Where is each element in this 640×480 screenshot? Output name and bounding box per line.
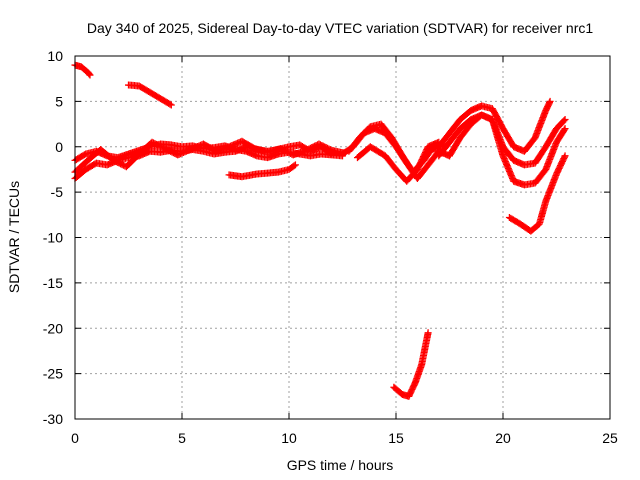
data-point <box>86 71 94 79</box>
y-tick-label: -15 <box>43 275 63 291</box>
data-point <box>560 126 568 134</box>
x-tick-label: 10 <box>281 430 297 446</box>
y-tick-label: -10 <box>43 230 63 246</box>
series-arc-13-17h-c <box>353 138 443 185</box>
data-point <box>560 117 568 125</box>
series-arc-20-23h-low <box>505 152 569 235</box>
series-arc-mid-high <box>125 81 175 109</box>
x-tick-label: 25 <box>602 430 618 446</box>
series-band-main-3 <box>71 137 349 176</box>
data-point <box>424 329 432 337</box>
x-tick-label: 5 <box>178 430 186 446</box>
x-tick-label: 0 <box>71 430 79 446</box>
data-point <box>561 116 569 124</box>
data-point <box>561 152 569 160</box>
data-point <box>560 153 568 161</box>
chart-title: Day 340 of 2025, Sidereal Day-to-day VTE… <box>87 20 593 36</box>
y-tick-label: -20 <box>43 320 63 336</box>
tick-labels: -30 -25 -20 -15 -10 -5 0 5 10 0 5 10 15 20 25 <box>43 48 618 446</box>
y-tick-label: -30 <box>43 411 63 427</box>
y-tick-label: -5 <box>51 184 64 200</box>
y-tick-label: 0 <box>55 139 63 155</box>
data-point <box>167 101 175 109</box>
data-point <box>561 125 569 133</box>
series-arc-16-23h-a <box>424 97 554 155</box>
x-tick-label: 20 <box>495 430 511 446</box>
data-point <box>546 97 554 105</box>
y-tick-label: -25 <box>43 366 63 382</box>
data-point <box>85 70 93 78</box>
y-tick-label: 10 <box>47 48 63 64</box>
series-arc-15-17h-deep <box>390 329 432 400</box>
x-axis-label: GPS time / hours <box>287 457 394 473</box>
y-axis-label: SDTVAR / TECUs <box>6 181 22 293</box>
grid <box>75 56 610 419</box>
data-point <box>290 162 298 170</box>
data-point <box>291 161 299 169</box>
series-arc-early-high <box>71 61 94 79</box>
series-arc-dip-8h <box>225 161 299 181</box>
series-arc-16-23h-c <box>446 111 569 189</box>
data-point <box>166 100 174 108</box>
x-tick-label: 15 <box>388 430 404 446</box>
data-markers <box>71 61 569 400</box>
y-tick-label: 5 <box>55 93 63 109</box>
